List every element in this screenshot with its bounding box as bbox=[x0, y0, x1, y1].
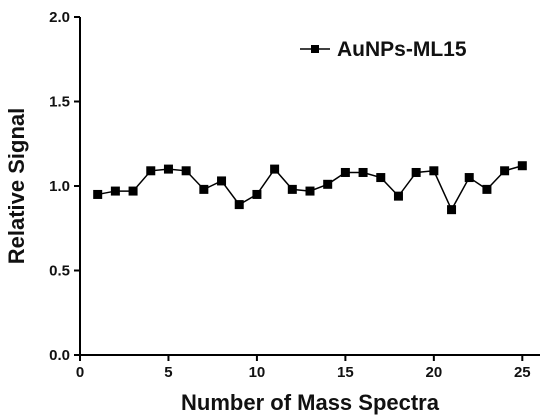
data-point-marker bbox=[411, 167, 421, 177]
data-point-marker bbox=[146, 166, 156, 176]
legend: AuNPs-ML15 bbox=[300, 38, 467, 61]
data-point-marker bbox=[464, 173, 474, 183]
legend-marker bbox=[311, 45, 319, 53]
series-layer bbox=[93, 161, 527, 215]
data-point-marker bbox=[376, 173, 386, 183]
y-axis-title: Relative Signal bbox=[4, 108, 29, 265]
data-point-marker bbox=[447, 205, 457, 215]
data-point-marker bbox=[128, 186, 138, 196]
data-point-marker bbox=[500, 166, 510, 176]
y-tick-label: 2.0 bbox=[49, 9, 70, 26]
data-point-marker bbox=[163, 164, 173, 174]
x-tick-label: 10 bbox=[249, 364, 266, 381]
y-tick-label: 1.5 bbox=[49, 94, 70, 111]
data-point-marker bbox=[429, 166, 439, 176]
x-axis-title: Number of Mass Spectra bbox=[181, 390, 440, 415]
data-point-marker bbox=[199, 184, 209, 194]
data-point-marker bbox=[393, 191, 403, 201]
data-point-marker bbox=[323, 179, 333, 189]
data-point-marker bbox=[217, 176, 227, 186]
y-tick-label: 0.0 bbox=[49, 347, 70, 364]
y-tick-label: 0.5 bbox=[49, 263, 70, 280]
x-tick-label: 20 bbox=[426, 364, 443, 381]
data-point-marker bbox=[305, 186, 315, 196]
x-tick-label: 0 bbox=[76, 364, 84, 381]
data-point-marker bbox=[358, 167, 368, 177]
data-point-marker bbox=[287, 184, 297, 194]
data-point-marker bbox=[234, 200, 244, 210]
data-point-marker bbox=[340, 167, 350, 177]
data-point-marker bbox=[517, 161, 527, 171]
data-point-marker bbox=[93, 189, 103, 199]
data-point-marker bbox=[270, 164, 280, 174]
data-point-marker bbox=[482, 184, 492, 194]
data-point-marker bbox=[181, 166, 191, 176]
data-point-marker bbox=[110, 186, 120, 196]
x-ticks: 0 5 10 15 20 25 bbox=[76, 355, 531, 381]
y-ticks: 0.0 0.5 1.0 1.5 2.0 bbox=[49, 9, 80, 364]
data-point-marker bbox=[252, 189, 262, 199]
legend-label: AuNPs-ML15 bbox=[337, 38, 467, 61]
y-tick-label: 1.0 bbox=[49, 178, 70, 195]
x-tick-label: 15 bbox=[337, 364, 354, 381]
axes bbox=[79, 17, 540, 356]
x-tick-label: 5 bbox=[164, 364, 172, 381]
x-tick-label: 25 bbox=[514, 364, 531, 381]
